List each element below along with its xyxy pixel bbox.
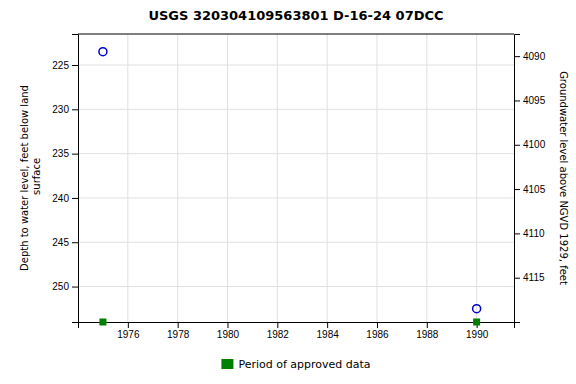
grid-line (78, 153, 514, 154)
grid-line (277, 34, 278, 322)
grid-line (376, 34, 377, 322)
y2-axis: 4090 4095 4100 4105 4110 4115 (514, 35, 546, 323)
tick-label: 1990 (466, 329, 489, 340)
tick: 1986 (366, 322, 389, 340)
title: USGS 320304109563801 D-16-24 07DCC (148, 8, 443, 23)
axis-line (79, 323, 515, 329)
axis-line (515, 35, 521, 323)
tick-mark (72, 198, 78, 199)
tick-mark (72, 154, 78, 155)
tick: 1980 (217, 322, 240, 340)
tick-mark (514, 233, 520, 234)
tick-mark (327, 322, 328, 328)
grid-line (476, 34, 477, 322)
tick-label: 4090 (523, 51, 546, 62)
grid-line (78, 242, 514, 243)
tick-label: 1978 (167, 329, 190, 340)
grid-line (78, 109, 514, 110)
tick-label: 1988 (416, 329, 439, 340)
legend-swatch (221, 359, 233, 369)
tick: 245 (52, 237, 78, 248)
tick-mark (72, 65, 78, 66)
tick-label: 240 (52, 193, 69, 204)
tick-label: 1982 (267, 329, 290, 340)
grid-line (78, 197, 514, 198)
tick-label: 225 (52, 60, 69, 71)
tick-label: 4095 (523, 95, 546, 106)
tick: 4090 (514, 51, 546, 62)
point (99, 48, 107, 56)
tick: 1984 (317, 322, 340, 340)
point (473, 305, 481, 313)
tick-mark (72, 109, 78, 110)
tick-mark (277, 322, 278, 328)
marks (99, 48, 481, 313)
plot: 1976 1978 1980 1982 1984 1986 1988 1990 225 230 23… (52, 34, 545, 340)
tick-label: 4110 (523, 228, 545, 239)
tick-label: 230 (52, 104, 69, 115)
tick: 4115 (514, 272, 545, 283)
tick-label: 1986 (366, 329, 389, 340)
tick-mark (514, 145, 520, 146)
tick-label: 250 (52, 281, 69, 292)
tick-mark (514, 189, 520, 190)
plot-frame (78, 34, 514, 35)
grid (78, 34, 514, 322)
tick-mark (427, 322, 428, 328)
period-marker (473, 319, 480, 326)
tick-label: 1976 (117, 329, 140, 340)
tick-mark (178, 322, 179, 328)
period-marker (99, 319, 106, 326)
grid-line (327, 34, 328, 322)
tick-label: 245 (52, 237, 69, 248)
y-axis-label: Depth to water level, feet below land su… (19, 85, 42, 271)
tick-label: 4105 (523, 184, 546, 195)
tick-mark (227, 322, 228, 328)
legend: Period of approved data (221, 358, 370, 371)
chart: 1976 1978 1980 1982 1984 1986 1988 1990 225 230 23… (0, 0, 576, 384)
tick-mark (72, 242, 78, 243)
tick-mark (128, 322, 129, 328)
tick-mark (514, 56, 520, 57)
grid-line (78, 65, 514, 66)
tick-mark (377, 322, 378, 328)
tick: 1976 (117, 322, 140, 340)
tick: 1982 (267, 322, 290, 340)
tick: 1978 (167, 322, 190, 340)
legend-item: Period of approved data (221, 358, 370, 371)
axis-line (72, 35, 79, 323)
tick: 4100 (514, 139, 546, 150)
y2-axis-label: Groundwater level above NGVD 1929, feet (558, 71, 569, 285)
y-axis: 225 230 235 240 245 250 (52, 35, 78, 323)
tick-mark (514, 100, 520, 101)
tick-label: 1980 (217, 329, 240, 340)
tick-mark (514, 278, 520, 279)
tick: 4095 (514, 95, 546, 106)
grid-line (227, 34, 228, 322)
tick-label: 235 (52, 148, 69, 159)
tick: 4110 (514, 228, 545, 239)
tick: 1988 (416, 322, 439, 340)
tick: 250 (52, 281, 78, 292)
axis-marks (99, 319, 480, 326)
tick-label: 4115 (523, 272, 545, 283)
grid-line (426, 34, 427, 322)
tick-label: 4100 (523, 139, 546, 150)
tick: 4105 (514, 184, 546, 195)
grid-line (78, 286, 514, 287)
legend-label: Period of approved data (238, 358, 370, 371)
grid-line (127, 34, 128, 322)
tick: 235 (52, 148, 78, 159)
grid-line (177, 34, 178, 322)
tick-label: 1984 (317, 329, 340, 340)
tick: 240 (52, 193, 78, 204)
x-axis: 1976 1978 1980 1982 1984 1986 1988 1990 (79, 322, 515, 340)
tick-mark (72, 287, 78, 288)
tick: 225 (52, 60, 78, 71)
tick: 230 (52, 104, 78, 115)
